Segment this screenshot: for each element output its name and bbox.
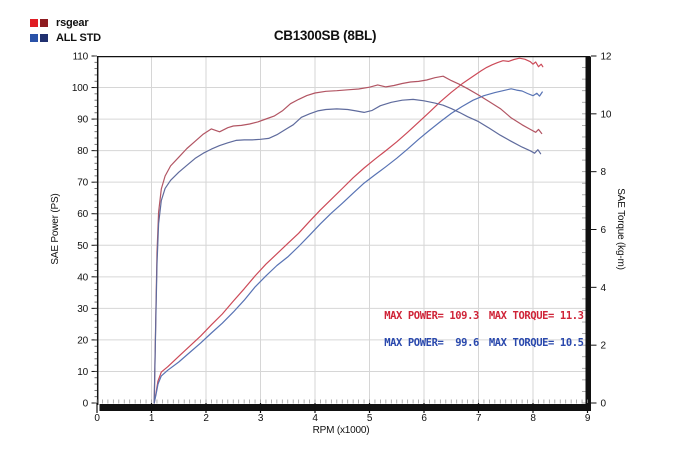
series-line-rsgear-torque: [153, 75, 543, 404]
legend-label-all-std: ALL STD: [56, 31, 101, 44]
axis-titles: SAE Power (PS) SAE Torque (kg-m) RPM (x100…: [50, 188, 626, 436]
svg-text:50: 50: [77, 241, 88, 252]
chart-title: CB1300SB (8BL): [273, 28, 377, 43]
legend-swatch-red-dark: [40, 18, 48, 27]
legend-item-all-std: ALL STD: [30, 30, 101, 45]
svg-text:8: 8: [601, 167, 607, 178]
series-line-all-std-torque: [153, 98, 542, 404]
svg-text:100: 100: [72, 83, 89, 94]
svg-text:8: 8: [530, 413, 536, 424]
svg-text:0: 0: [94, 413, 100, 424]
legend: rsgear ALL STD: [30, 15, 101, 45]
legend-label-rsgear: rsgear: [56, 16, 89, 29]
svg-text:6: 6: [421, 413, 427, 424]
svg-text:2: 2: [601, 341, 607, 352]
tick-marks: [91, 55, 597, 413]
svg-text:0: 0: [83, 399, 89, 410]
svg-text:20: 20: [77, 335, 88, 346]
svg-text:1: 1: [149, 413, 155, 424]
legend-item-rsgear: rsgear: [30, 15, 101, 30]
legend-swatch-blue-dark: [40, 33, 48, 42]
svg-text:110: 110: [73, 52, 89, 63]
gridlines: [98, 56, 586, 403]
svg-text:70: 70: [77, 178, 88, 189]
svg-text:60: 60: [77, 209, 88, 220]
svg-text:90: 90: [77, 115, 88, 126]
legend-swatch-red-bright: [30, 18, 38, 27]
annotation-max-power-109.3: MAX POWER= 109.3: [384, 310, 479, 322]
svg-text:6: 6: [601, 225, 607, 236]
annotation-max-torque-10.5: MAX TORQUE= 10.5: [489, 337, 584, 349]
max-value-annotations: MAX POWER= 109.3 MAX TORQUE= 11.3 MAX POWE…: [384, 310, 584, 349]
svg-text:7: 7: [476, 413, 482, 424]
svg-text:30: 30: [77, 304, 88, 315]
svg-text:9: 9: [585, 413, 591, 424]
svg-text:10: 10: [601, 109, 612, 120]
axes: [96, 55, 591, 411]
annotation-max-torque-11.3: MAX TORQUE= 11.3: [489, 310, 584, 322]
x-axis-label: RPM (x1000): [313, 425, 370, 436]
legend-swatch-blue-bright: [30, 33, 38, 42]
svg-text:12: 12: [601, 52, 612, 63]
svg-text:4: 4: [601, 283, 607, 294]
svg-text:3: 3: [258, 413, 264, 424]
svg-text:4: 4: [312, 413, 318, 424]
svg-text:2: 2: [203, 413, 209, 424]
y-axis-label-left: SAE Power (PS): [50, 193, 61, 264]
svg-text:10: 10: [77, 367, 88, 378]
series-line-rsgear-power: [153, 57, 544, 404]
svg-text:80: 80: [77, 146, 88, 157]
svg-text:0: 0: [601, 399, 607, 410]
y-axis-label-right: SAE Torque (kg-m): [615, 188, 626, 269]
svg-text:5: 5: [367, 413, 373, 424]
annotation-max-power-99.6: MAX POWER= 99.6: [384, 337, 479, 349]
svg-text:40: 40: [77, 272, 88, 283]
series-line-all-std-power: [153, 88, 543, 404]
